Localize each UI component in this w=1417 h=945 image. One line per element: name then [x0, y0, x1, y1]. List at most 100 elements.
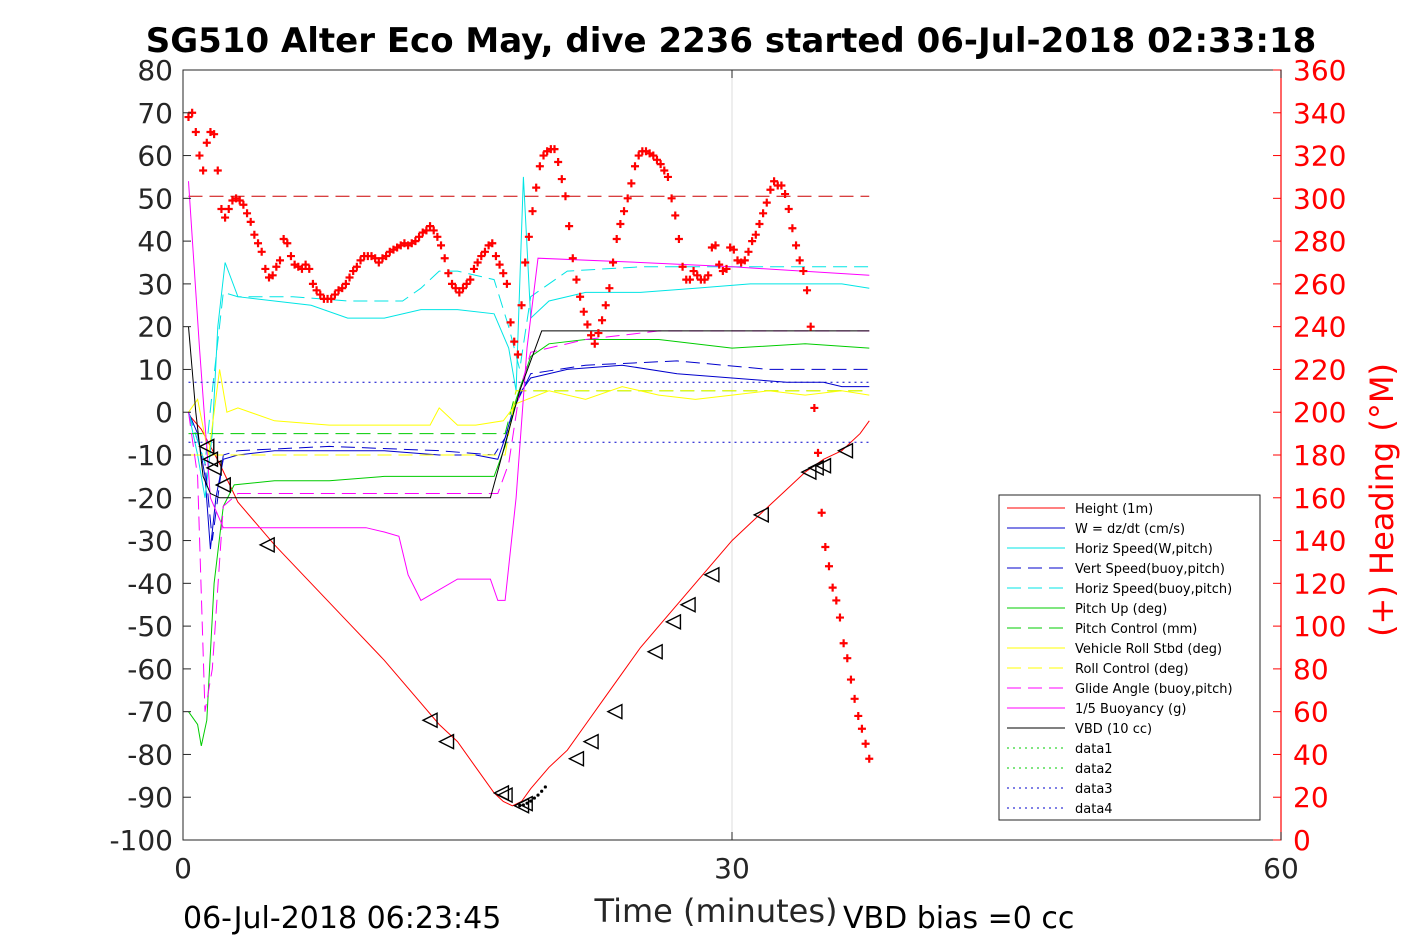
heading-point — [510, 337, 519, 346]
heading-point — [759, 209, 768, 218]
heading-point — [616, 220, 625, 228]
heading-point — [715, 260, 724, 269]
triangle-marker — [214, 476, 231, 494]
heading-point — [748, 237, 757, 246]
heading-point — [473, 258, 482, 267]
heading-point — [685, 275, 694, 284]
heading-point — [279, 234, 288, 243]
heading-point — [795, 256, 804, 265]
heading-point — [689, 267, 698, 276]
left-tick-label: 10 — [137, 353, 173, 386]
left-tick-label: -100 — [109, 824, 173, 857]
left-tick-label: 40 — [137, 225, 173, 258]
right-tick-label: 120 — [1293, 567, 1346, 600]
legend-entry-label: Horiz Speed(buoy,pitch) — [1075, 582, 1232, 597]
heading-point — [590, 339, 599, 348]
heading-point — [609, 258, 618, 267]
heading-point — [455, 288, 464, 297]
legend-entry-label: Vehicle Roll Stbd (deg) — [1075, 642, 1222, 657]
footer-vbd-bias: VBD bias =0 cc — [843, 901, 1074, 936]
bottom-dot — [536, 793, 540, 797]
right-tick-label: 60 — [1293, 696, 1329, 729]
heading-point — [261, 264, 270, 273]
heading-point — [426, 222, 435, 231]
heading-point — [297, 264, 306, 273]
heading-point — [195, 151, 204, 160]
heading-point — [550, 145, 559, 154]
heading-point — [451, 284, 460, 293]
heading-point — [235, 196, 244, 205]
legend-entry-label: Roll Control (deg) — [1075, 662, 1189, 677]
heading-point — [184, 113, 193, 122]
heading-point — [312, 286, 321, 295]
axes-group: 80706050403020100-10-20-30-40-50-60-70-8… — [109, 54, 1346, 885]
heading-point — [440, 254, 449, 263]
heading-point — [528, 207, 537, 216]
legend-entry-label: VBD (10 cc) — [1075, 722, 1152, 737]
heading-point — [415, 232, 424, 241]
heading-point — [649, 151, 658, 160]
heading-point — [243, 209, 252, 218]
heading-point — [374, 258, 383, 267]
heading-point — [744, 247, 753, 256]
triangle-marker — [646, 643, 663, 660]
heading-point — [532, 183, 541, 192]
heading-point — [803, 286, 812, 295]
triangle-markers-group — [198, 438, 854, 814]
heading-point — [535, 162, 544, 171]
heading-point — [499, 269, 508, 278]
heading-point — [821, 542, 830, 551]
legend-entry-label: data3 — [1075, 782, 1113, 797]
heading-point — [524, 232, 533, 241]
legend-entry-label: Horiz Speed(W,pitch) — [1075, 542, 1213, 557]
heading-point — [583, 320, 592, 329]
triangle-marker — [567, 750, 585, 767]
heading-point — [788, 224, 797, 233]
heading-point — [601, 301, 610, 310]
triangle-marker — [205, 459, 222, 476]
right-tick-label: 40 — [1293, 738, 1329, 771]
heading-point — [491, 252, 500, 261]
heading-point — [517, 301, 526, 310]
legend: Height (1m) W = dz/dt (cm/s) Horiz Speed(W… — [998, 494, 1261, 821]
heading-point — [693, 271, 702, 280]
heading-point — [663, 172, 672, 181]
bottom-dot — [543, 785, 547, 789]
right-tick-label: 180 — [1293, 439, 1346, 472]
heading-point — [301, 260, 310, 269]
right-tick-label: 340 — [1293, 97, 1346, 130]
heading-point — [770, 177, 779, 186]
series-w-dz-dt-cm-s — [188, 364, 870, 550]
left-tick-label: -30 — [127, 525, 173, 558]
heading-point — [846, 675, 855, 684]
x-tick-label: 60 — [1263, 852, 1299, 885]
heading-point — [814, 448, 823, 457]
heading-point — [766, 185, 775, 194]
right-tick-label: 80 — [1293, 653, 1329, 686]
heading-point — [576, 292, 585, 301]
triangle-marker — [198, 438, 215, 455]
series-glide-angle-buoy-pitch — [188, 330, 870, 712]
series-horiz-speed-buoy-pitch — [188, 266, 870, 464]
triangle-marker — [703, 566, 720, 583]
triangle-marker — [836, 442, 854, 459]
heading-point — [246, 217, 255, 226]
heading-point — [817, 508, 826, 517]
heading-point — [740, 256, 749, 265]
heading-point — [792, 241, 801, 250]
heading-point — [850, 694, 859, 703]
left-tick-label: -20 — [127, 482, 173, 515]
left-tick-label: -10 — [127, 439, 173, 472]
series-vehicle-roll-stbd-deg — [188, 369, 870, 456]
heading-point — [620, 207, 629, 216]
legend-entry-label: data4 — [1075, 802, 1113, 817]
heading-point — [308, 279, 317, 288]
heading-point — [469, 264, 478, 273]
heading-point — [488, 239, 497, 248]
heading-point — [594, 329, 603, 338]
heading-point — [239, 200, 248, 209]
heading-point — [799, 267, 808, 276]
heading-point — [857, 724, 866, 733]
heading-point — [704, 271, 713, 280]
heading-point — [579, 307, 588, 316]
